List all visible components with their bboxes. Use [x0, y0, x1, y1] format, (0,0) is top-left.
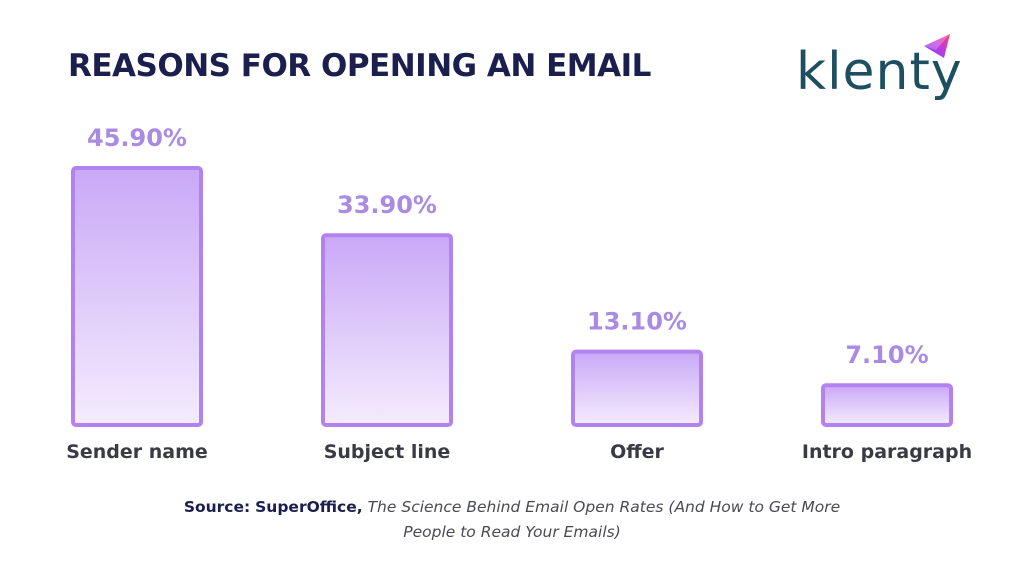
source-work-line2: People to Read Your Emails) [403, 523, 621, 541]
paper-plane-icon [924, 34, 950, 58]
source-note: Source: SuperOffice, The Science Behind … [0, 495, 1024, 545]
category-label: Sender name [66, 441, 208, 463]
source-name: SuperOffice, [255, 498, 363, 516]
logo-wordmark: klenty [796, 42, 963, 102]
value-label: 13.10% [587, 308, 687, 336]
bar-sender-name [71, 166, 203, 427]
category-label: Offer [610, 441, 664, 463]
source-label: Source: [183, 498, 251, 516]
chart-title: REASONS FOR OPENING AN EMAIL [68, 48, 651, 84]
value-label: 33.90% [337, 191, 437, 219]
klenty-logo: klenty [790, 30, 963, 110]
source-work-line1: The Science Behind Email Open Rates (And… [367, 498, 841, 516]
bar-offer [571, 349, 703, 428]
value-label: 45.90% [87, 124, 187, 152]
category-label: Intro paragraph [802, 441, 972, 463]
bar-subject-line [321, 233, 453, 427]
bar-intro-paragraph [821, 383, 953, 427]
bar-chart: 45.90% Sender name 33.90% Subject line 13.10… [66, 124, 972, 463]
value-label: 7.10% [845, 341, 928, 369]
category-label: Subject line [324, 441, 451, 463]
